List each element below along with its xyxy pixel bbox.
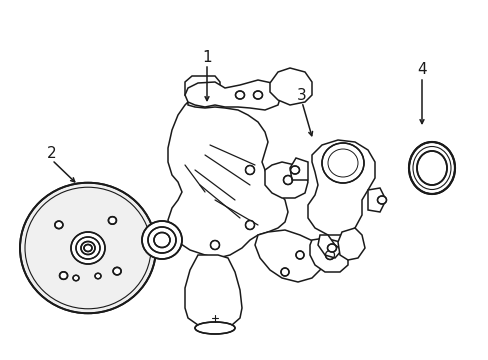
Ellipse shape bbox=[408, 142, 454, 194]
Ellipse shape bbox=[148, 227, 176, 253]
Ellipse shape bbox=[377, 196, 386, 204]
Ellipse shape bbox=[84, 244, 92, 252]
Polygon shape bbox=[309, 238, 347, 272]
Ellipse shape bbox=[76, 237, 100, 259]
Ellipse shape bbox=[20, 183, 156, 313]
Ellipse shape bbox=[235, 91, 244, 99]
Ellipse shape bbox=[245, 220, 254, 230]
Polygon shape bbox=[184, 76, 220, 95]
Ellipse shape bbox=[55, 221, 63, 229]
Ellipse shape bbox=[95, 273, 101, 279]
Polygon shape bbox=[317, 235, 341, 258]
Text: 2: 2 bbox=[47, 145, 57, 161]
Ellipse shape bbox=[295, 251, 304, 259]
Ellipse shape bbox=[281, 268, 288, 276]
Ellipse shape bbox=[142, 221, 182, 259]
Polygon shape bbox=[337, 228, 364, 260]
Text: 3: 3 bbox=[297, 87, 306, 103]
Ellipse shape bbox=[60, 272, 67, 279]
Ellipse shape bbox=[73, 275, 79, 281]
Ellipse shape bbox=[81, 242, 95, 255]
Ellipse shape bbox=[210, 240, 219, 249]
Ellipse shape bbox=[327, 244, 336, 252]
Ellipse shape bbox=[325, 251, 334, 260]
Polygon shape bbox=[168, 102, 287, 258]
Text: 1: 1 bbox=[202, 49, 211, 64]
Polygon shape bbox=[264, 162, 307, 198]
Text: 4: 4 bbox=[416, 63, 426, 77]
Ellipse shape bbox=[71, 232, 105, 264]
Polygon shape bbox=[254, 230, 321, 282]
Polygon shape bbox=[269, 68, 311, 105]
Ellipse shape bbox=[253, 91, 262, 99]
Ellipse shape bbox=[154, 233, 170, 248]
Polygon shape bbox=[307, 140, 374, 235]
Polygon shape bbox=[367, 188, 385, 212]
Ellipse shape bbox=[283, 175, 292, 184]
Polygon shape bbox=[184, 80, 282, 110]
Ellipse shape bbox=[321, 143, 363, 183]
Ellipse shape bbox=[245, 166, 254, 175]
Ellipse shape bbox=[113, 267, 121, 275]
Ellipse shape bbox=[108, 217, 116, 224]
Polygon shape bbox=[289, 158, 307, 180]
Ellipse shape bbox=[416, 151, 446, 185]
Polygon shape bbox=[184, 255, 242, 328]
Ellipse shape bbox=[195, 322, 235, 334]
Ellipse shape bbox=[290, 166, 299, 174]
